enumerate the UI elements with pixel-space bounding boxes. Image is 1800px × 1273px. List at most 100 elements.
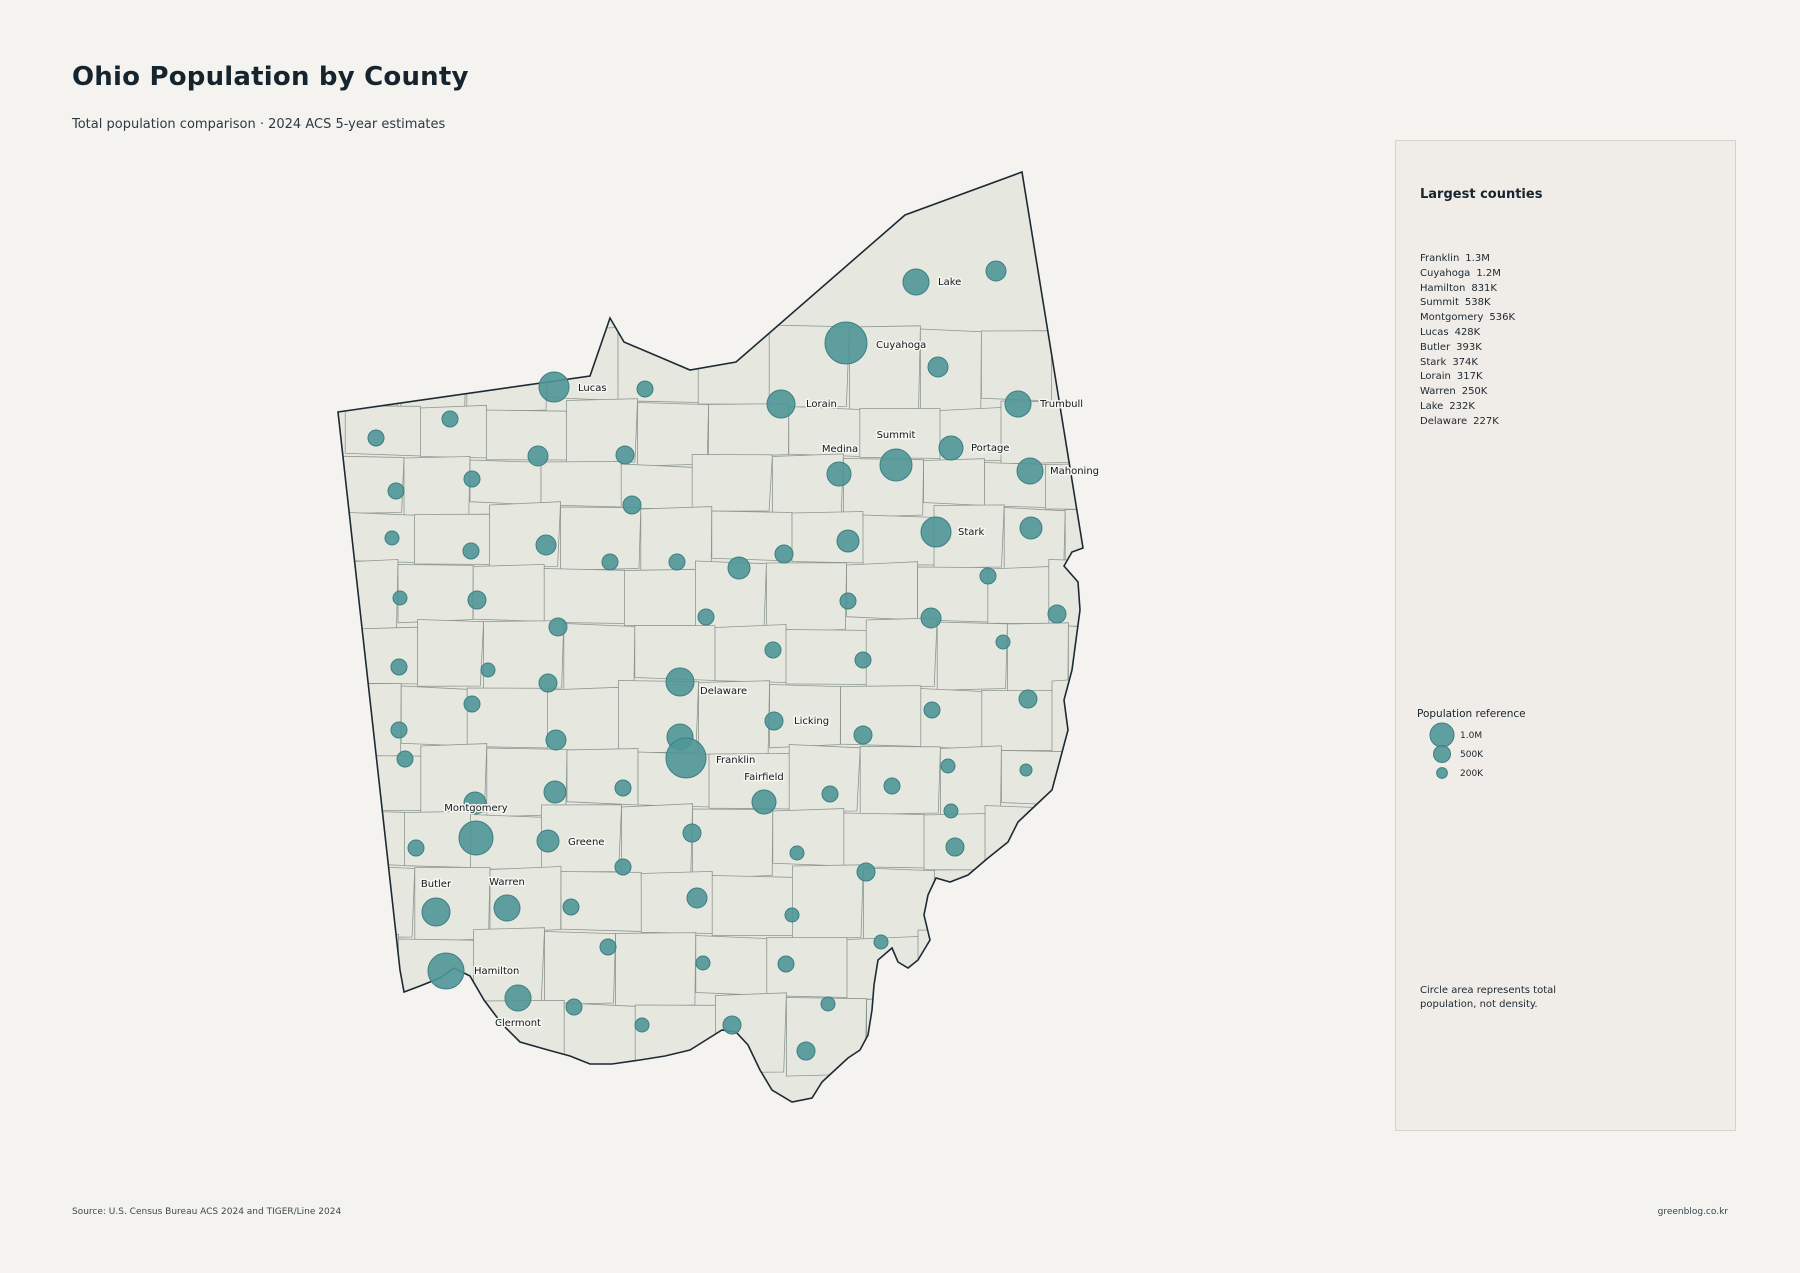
county-shape [351,995,419,1076]
largest-county-item: Lorain 317K [1420,370,1515,385]
county-shape [400,685,469,747]
county-label: Franklin [716,755,755,766]
county-name: Stark [1420,356,1447,368]
county-shape [486,409,571,461]
county-bubble [467,590,487,610]
largest-county-item: Stark 374K [1420,356,1515,371]
county-shape [708,403,790,459]
county-shape [351,626,421,685]
largest-county-item: Butler 393K [1420,341,1515,356]
county-shape [400,326,468,410]
source-note: Source: U.S. Census Bureau ACS 2024 and … [72,1207,342,1217]
county-bubble [545,729,567,751]
county-shape [711,875,797,936]
county-bubble [462,542,480,560]
county-shape [692,808,774,879]
county-shape [917,929,989,1003]
county-bubble [853,725,873,745]
county-bubble [873,934,889,950]
county-shape [840,685,923,747]
county-label: Fairfield [744,772,783,783]
county-bubble [923,701,941,719]
county-bubble [766,389,796,419]
county-bubble [427,952,465,990]
county-shape [998,1002,1072,1069]
county-bubble [686,887,708,909]
county-shape [691,454,773,512]
largest-county-item: Cuyahoga 1.2M [1420,267,1515,282]
county-label: Butler [421,879,452,890]
county-bubble [940,758,956,774]
county-bubble [943,803,959,819]
county-bubble [879,448,913,482]
side-panel: Largest counties Franklin 1.3M Cuyahoga 1.2… [1395,140,1736,1131]
largest-county-item: Lake 232K [1420,400,1515,415]
county-bubble [979,567,997,585]
reference-label: 200K [1460,769,1484,779]
county-bubble [421,897,451,927]
county-shape [566,398,639,464]
county-bubble [599,938,617,956]
county-shape [984,805,1047,874]
county-shape [1051,329,1083,404]
county-bubble [387,482,405,500]
county-shape [920,688,985,749]
county-label: Medina [822,444,858,455]
county-bubble [764,641,782,659]
county-bubble [751,789,777,815]
county-label: Warren [489,877,525,888]
county-shape [560,506,642,571]
county-shape [1071,750,1083,808]
county-bubble [722,1015,742,1035]
county-name: Lorain [1420,371,1451,383]
county-name: Butler [1420,341,1451,353]
reference-label: 1.0M [1460,731,1482,741]
county-bubble [441,410,459,428]
county-label: Lorain [806,399,837,410]
county-label: Mahoning [1050,466,1099,477]
bubble-layer [367,260,1067,1061]
county-bubble [883,777,901,795]
county-shape [617,332,701,403]
county-name: Hamilton [1420,282,1466,294]
county-bubble [463,695,481,713]
county-bubble [820,996,836,1012]
county-shape [403,456,471,518]
county-name: Summit [1420,297,1459,309]
county-shape [1068,1005,1083,1071]
county-shape [338,323,402,407]
county-name: Cuyahoga [1420,267,1471,279]
county-bubble [920,607,942,629]
county-bubble [565,998,583,1016]
county-bubble [789,845,805,861]
county-shape [417,998,485,1079]
county-bubble [622,495,642,515]
county-bubble [1004,390,1032,418]
county-bubble [1019,763,1033,777]
county-bubble [985,260,1007,282]
county-shape [843,812,927,869]
county-population: 374K [1452,356,1478,368]
county-bubble [367,429,385,447]
county-bubble [927,356,949,378]
county-shape [788,744,861,812]
county-bubble [697,608,715,626]
county-bubble [396,750,414,768]
county-population: 250K [1461,386,1488,398]
county-shape [489,501,562,568]
county-bubble [839,592,857,610]
county-bubble [538,673,558,693]
county-bubble [390,721,408,739]
reference-bubble [1436,767,1448,779]
county-bubble [480,662,496,678]
county-bubble [665,737,707,779]
county-shape [1068,625,1083,682]
county-bubble [854,651,872,669]
county-bubble [543,780,567,804]
county-shape [544,931,617,1005]
county-population: 232K [1449,400,1475,412]
county-shape [338,559,399,632]
county-shape [615,932,697,1009]
county-shape [987,929,1050,1006]
county-shape [397,564,474,624]
